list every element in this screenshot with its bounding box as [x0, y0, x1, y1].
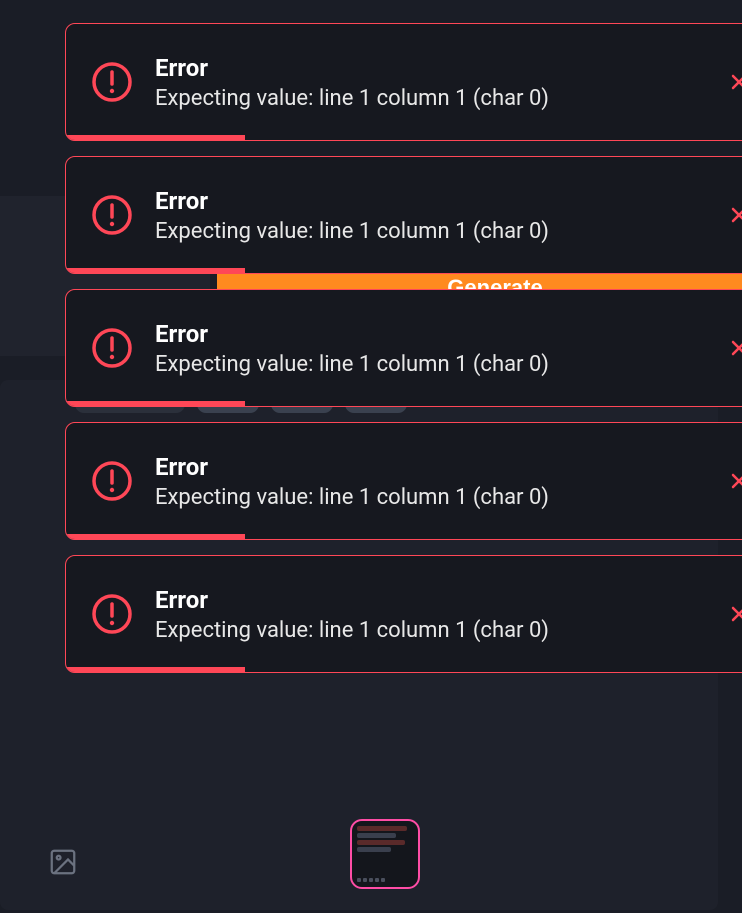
toast-progress: [66, 268, 245, 273]
close-icon[interactable]: [724, 466, 742, 496]
toast-progress: [66, 401, 245, 406]
toast-content: Error Expecting value: line 1 column 1 (…: [155, 187, 742, 244]
toast-title: Error: [155, 586, 742, 614]
toast-progress: [66, 667, 245, 672]
toast-title: Error: [155, 453, 742, 481]
toast-content: Error Expecting value: line 1 column 1 (…: [155, 586, 742, 643]
image-placeholder-icon[interactable]: [48, 847, 78, 877]
error-icon: [91, 593, 133, 635]
toast-title: Error: [155, 54, 742, 82]
error-toast: Error Expecting value: line 1 column 1 (…: [65, 156, 742, 274]
toast-message: Expecting value: line 1 column 1 (char 0…: [155, 219, 742, 244]
error-toast: Error Expecting value: line 1 column 1 (…: [65, 555, 742, 673]
thumb-dots: [357, 878, 413, 882]
close-icon[interactable]: [724, 200, 742, 230]
close-icon[interactable]: [724, 67, 742, 97]
error-toast: Error Expecting value: line 1 column 1 (…: [65, 289, 742, 407]
thumb-line: [357, 840, 405, 845]
error-icon: [91, 61, 133, 103]
toast-title: Error: [155, 187, 742, 215]
toast-title: Error: [155, 320, 742, 348]
toasts-container: Error Expecting value: line 1 column 1 (…: [65, 23, 742, 688]
toast-message: Expecting value: line 1 column 1 (char 0…: [155, 618, 742, 643]
error-icon: [91, 327, 133, 369]
thumb-line: [357, 847, 391, 852]
toast-content: Error Expecting value: line 1 column 1 (…: [155, 453, 742, 510]
error-toast: Error Expecting value: line 1 column 1 (…: [65, 23, 742, 141]
close-icon[interactable]: [724, 599, 742, 629]
toast-content: Error Expecting value: line 1 column 1 (…: [155, 54, 742, 111]
thumbnail-selected[interactable]: [350, 819, 420, 889]
toast-progress: [66, 534, 245, 539]
error-toast: Error Expecting value: line 1 column 1 (…: [65, 422, 742, 540]
close-icon[interactable]: [724, 333, 742, 363]
thumb-line: [357, 833, 396, 838]
toast-message: Expecting value: line 1 column 1 (char 0…: [155, 86, 742, 111]
error-icon: [91, 194, 133, 236]
toast-message: Expecting value: line 1 column 1 (char 0…: [155, 352, 742, 377]
thumb-line: [357, 826, 407, 831]
toast-content: Error Expecting value: line 1 column 1 (…: [155, 320, 742, 377]
toast-message: Expecting value: line 1 column 1 (char 0…: [155, 485, 742, 510]
error-icon: [91, 460, 133, 502]
toast-progress: [66, 135, 245, 140]
